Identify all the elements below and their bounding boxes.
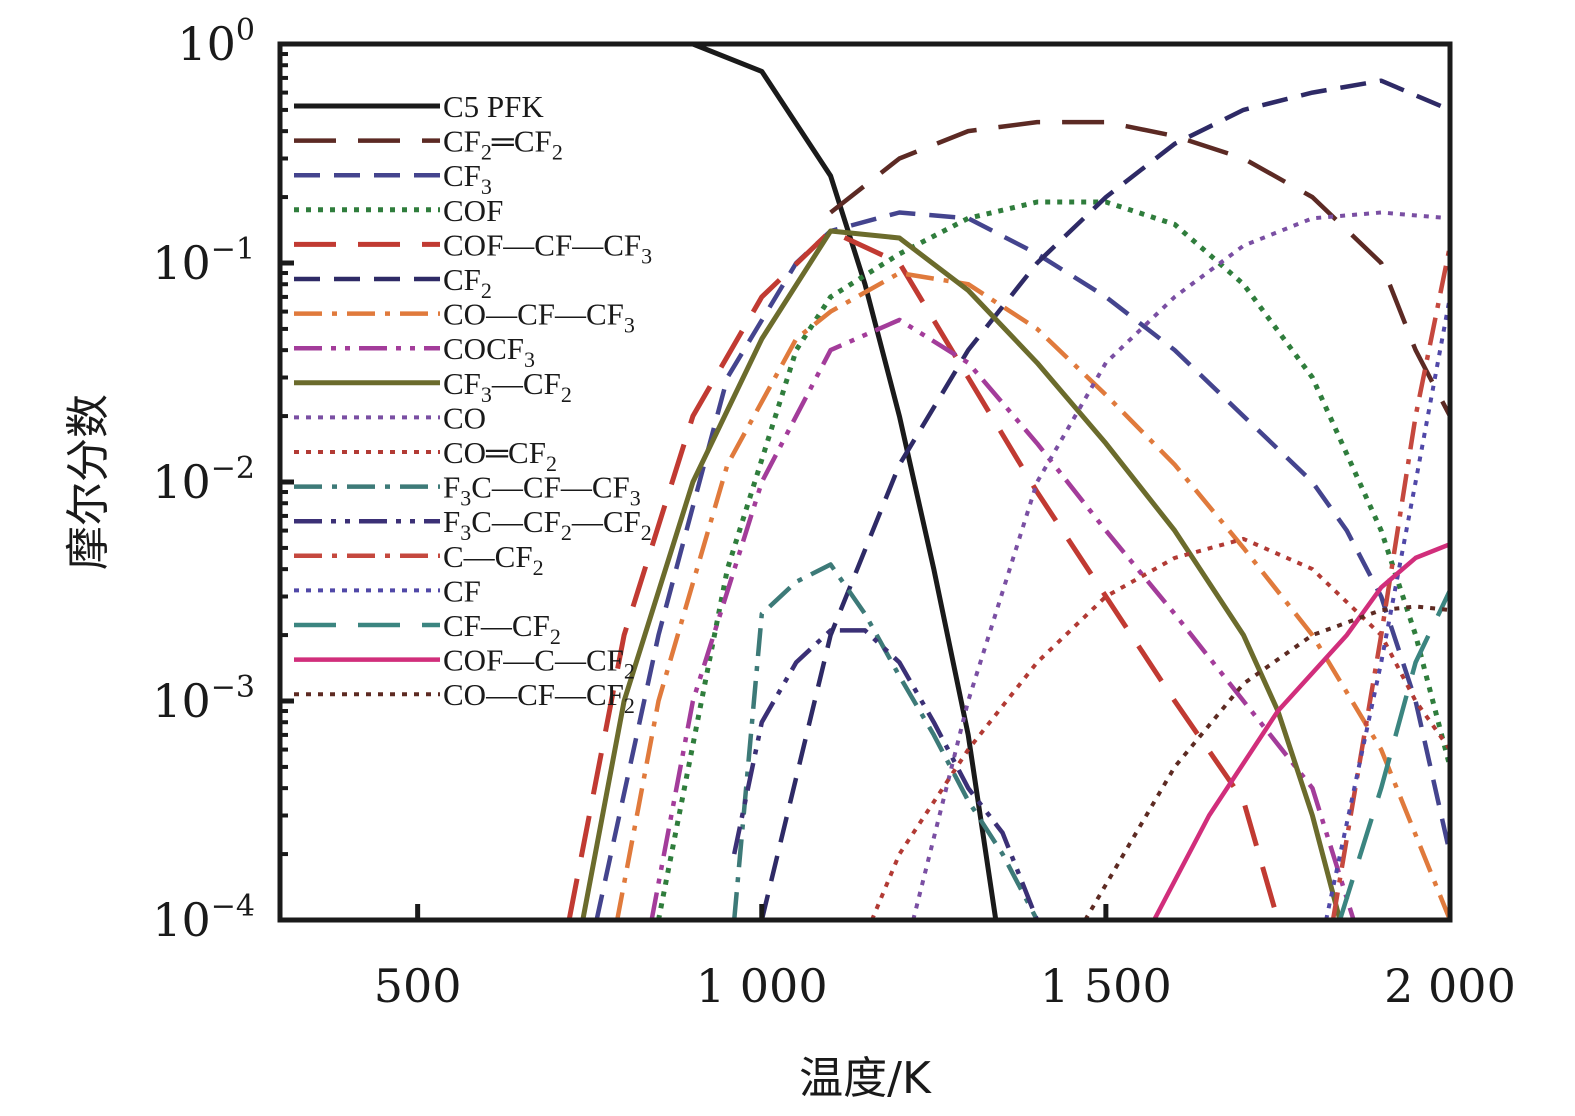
series-line-f3c-cf2-cf2 (731, 628, 1040, 920)
x-tick-label: 500 (374, 959, 462, 1013)
legend-label: COF—C—CF2 (443, 643, 635, 684)
legend-label: CO—CF—CF2 (443, 677, 635, 718)
series-line-cf2 (759, 78, 1450, 920)
legend-label: CF3 (443, 158, 492, 199)
series-line-cof-c-cf2 (1152, 542, 1450, 920)
series-line-cof (656, 199, 1450, 920)
series-line-cof-cf-cf3 (566, 228, 1281, 920)
legend-label: F3C—CF—CF3 (443, 470, 641, 511)
legend-label: C—CF2 (443, 539, 544, 580)
series-line-c5-pfk (280, 44, 999, 920)
legend-label: COF (443, 193, 503, 228)
series-line-co-cf-cf2 (1083, 604, 1450, 920)
series-line-f3c-cf-cf3 (731, 562, 1040, 920)
y-tick-label: 100 (177, 13, 255, 71)
series-line-cf3-cf2 (580, 228, 1343, 920)
series-line-cf3 (594, 210, 1450, 920)
legend-label: CO—CF—CF3 (443, 297, 635, 338)
x-tick-label: 2 000 (1384, 959, 1516, 1013)
legend-label: CO═CF2 (443, 435, 557, 476)
legend-label: CF—CF2 (443, 608, 561, 649)
legend-label: CO (443, 400, 486, 435)
legend-label: F3C—CF2—CF2 (443, 504, 652, 545)
legend: C5 PFKCF2═CF2CF3COFCOF—CF—CF3CF2CO—CF—CF… (294, 89, 652, 718)
y-tick-label: 10−1 (152, 232, 255, 290)
series-line-c-cf2 (1330, 245, 1450, 920)
x-axis-title: 温度/K (799, 1053, 932, 1104)
x-tick-label: 1 000 (696, 959, 828, 1013)
series-line-cf2-cf2 (829, 119, 1450, 418)
series-line-cf (1324, 296, 1450, 920)
y-tick-label: 10−3 (152, 670, 255, 728)
y-tick-label: 10−2 (152, 451, 255, 509)
legend-label: C5 PFK (443, 89, 544, 124)
plot-frame (277, 41, 1453, 923)
series-line-co-cf-cf3 (614, 270, 1450, 920)
series-layer (280, 44, 1450, 920)
axes: 500 1 000 1 500 2 000 10−4 10−3 10−2 10−1 100 (152, 13, 1516, 1013)
series-line-co-cf2 (870, 536, 1450, 920)
legend-label: COF—CF—CF3 (443, 227, 652, 268)
legend-label: CF2 (443, 262, 492, 303)
series-line-co (911, 210, 1450, 920)
legend-label: COCF3 (443, 331, 535, 372)
series-line-cf-cf2 (1337, 589, 1450, 920)
y-tick-label: 10−4 (152, 889, 255, 947)
legend-label: CF2═CF2 (443, 124, 563, 165)
legend-label: CF3—CF2 (443, 366, 572, 407)
x-tick-label: 1 500 (1040, 959, 1172, 1013)
series-line-cocf3 (649, 317, 1356, 920)
legend-label: CF (443, 573, 481, 608)
y-axis-title: 摩尔分数 (63, 394, 114, 570)
